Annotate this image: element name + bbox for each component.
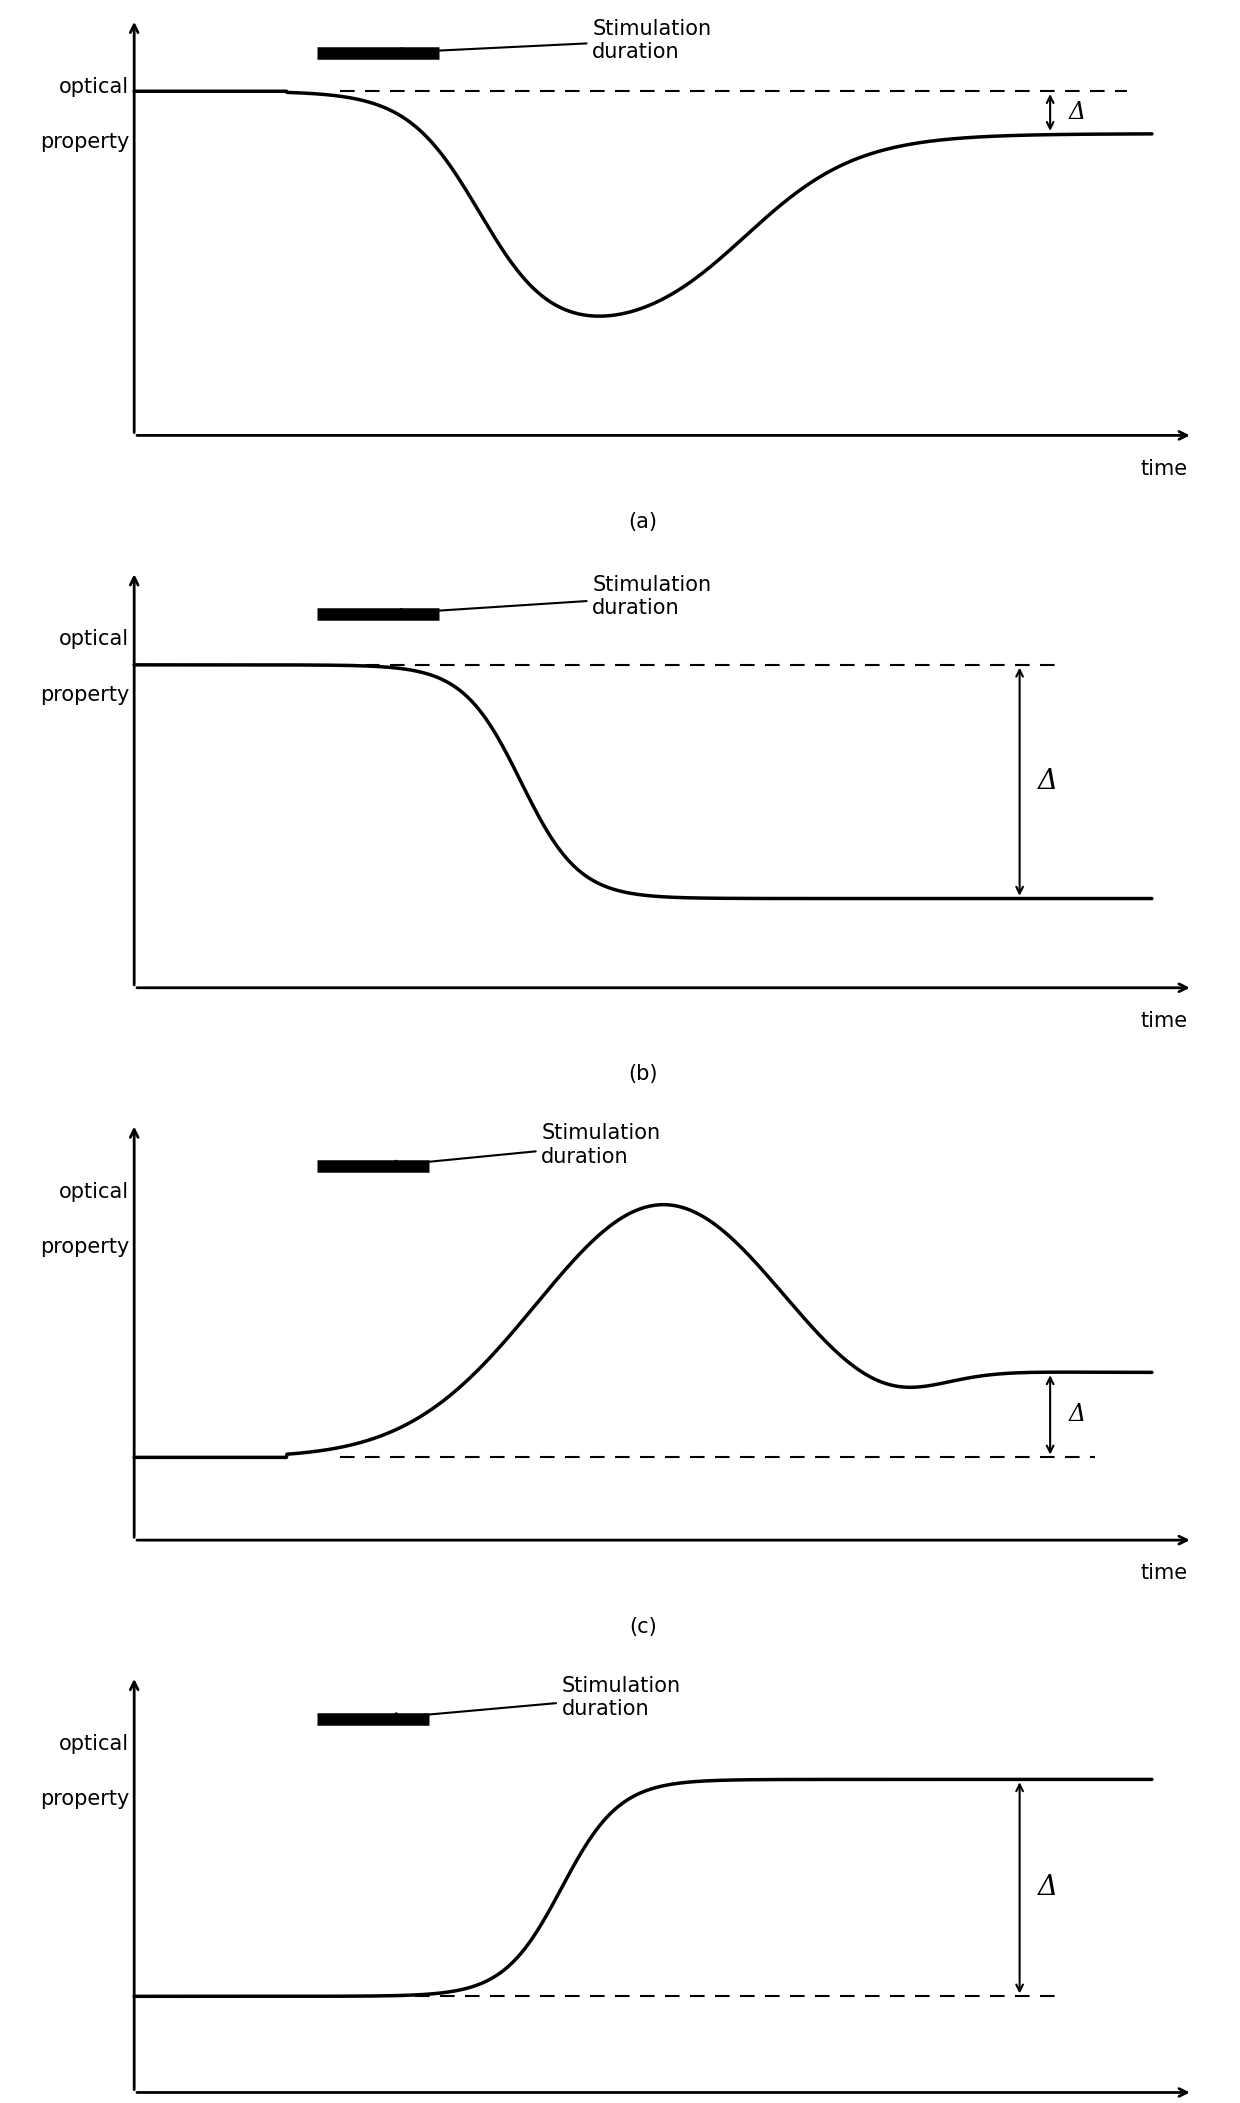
Text: time: time bbox=[1141, 1012, 1188, 1030]
Text: Stimulation
duration: Stimulation duration bbox=[388, 1676, 681, 1722]
Text: time: time bbox=[1141, 1563, 1188, 1584]
Text: (b): (b) bbox=[629, 1064, 657, 1085]
Text: property: property bbox=[40, 1790, 129, 1809]
Text: property: property bbox=[40, 132, 129, 151]
Text: optical: optical bbox=[60, 1182, 129, 1201]
Text: optical: optical bbox=[60, 629, 129, 650]
Text: Stimulation
duration: Stimulation duration bbox=[394, 19, 712, 61]
Text: Stimulation
duration: Stimulation duration bbox=[388, 1123, 661, 1169]
Text: Stimulation
duration: Stimulation duration bbox=[394, 576, 712, 618]
Text: time: time bbox=[1141, 458, 1188, 479]
Text: property: property bbox=[40, 686, 129, 705]
Text: property: property bbox=[40, 1237, 129, 1258]
Text: (a): (a) bbox=[629, 511, 657, 532]
Text: Δ: Δ bbox=[1069, 1403, 1085, 1426]
Text: optical: optical bbox=[60, 78, 129, 97]
Text: (c): (c) bbox=[629, 1617, 657, 1636]
Text: Δ: Δ bbox=[1038, 768, 1058, 795]
Text: Δ: Δ bbox=[1038, 1874, 1058, 1901]
Text: optical: optical bbox=[60, 1735, 129, 1754]
Text: Δ: Δ bbox=[1069, 101, 1085, 124]
